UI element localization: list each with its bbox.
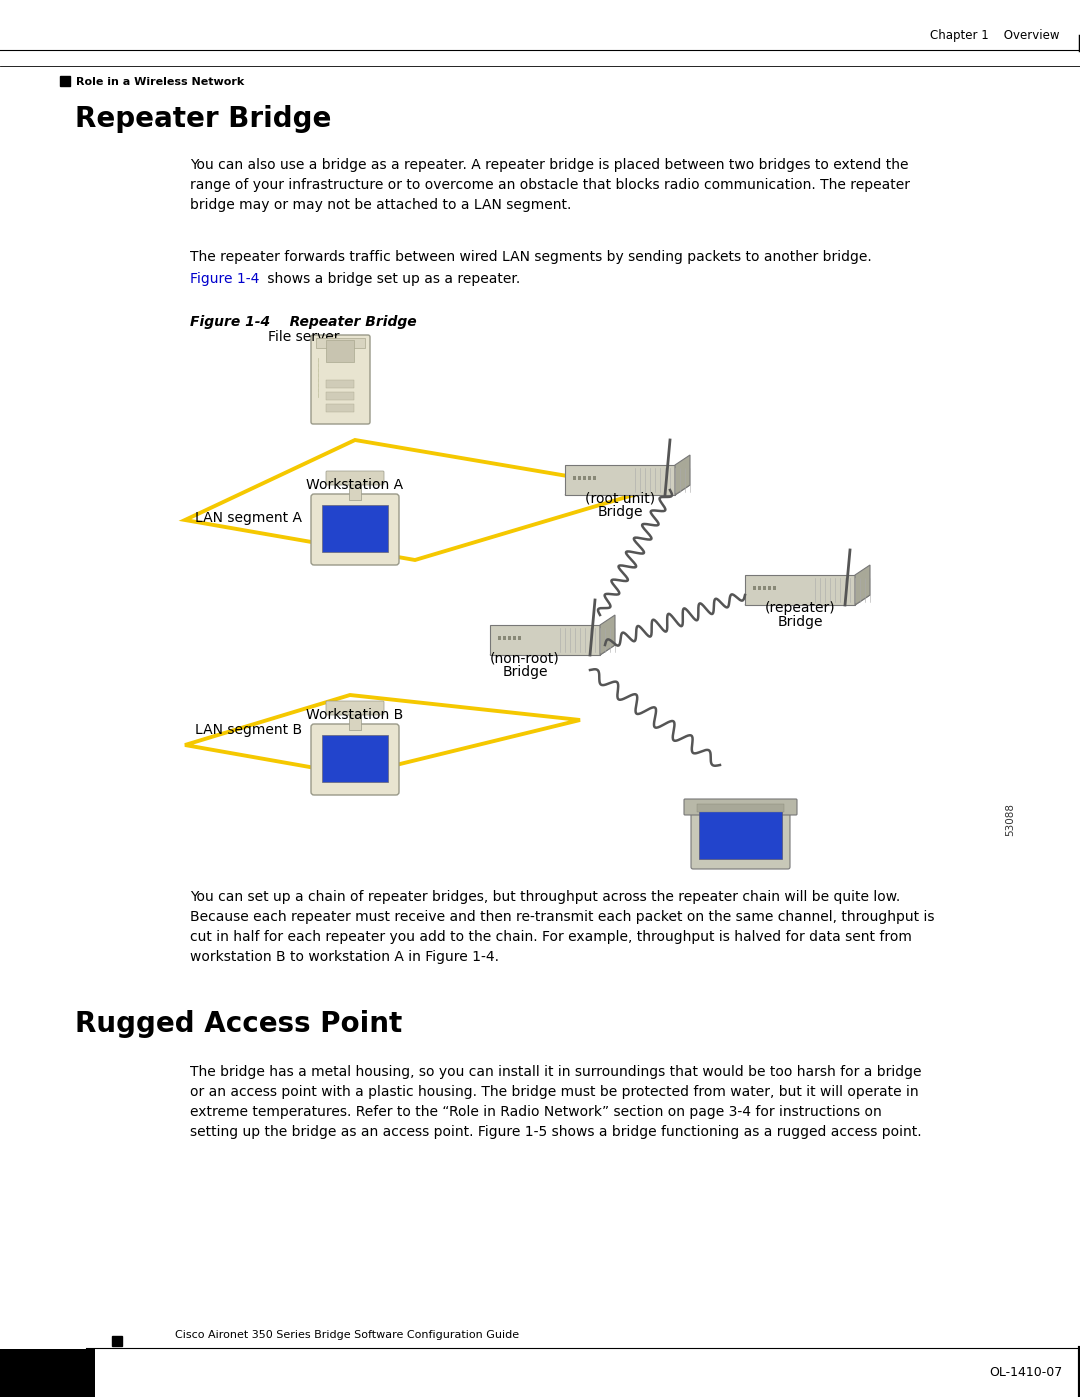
Bar — [349, 482, 361, 500]
Bar — [578, 476, 581, 481]
Text: Chapter 1    Overview: Chapter 1 Overview — [931, 29, 1059, 42]
Text: Repeater Bridge: Repeater Bridge — [75, 105, 332, 133]
Bar — [573, 476, 576, 481]
Text: You can set up a chain of repeater bridges, but throughput across the repeater c: You can set up a chain of repeater bridg… — [190, 890, 934, 964]
Bar — [518, 636, 521, 640]
Polygon shape — [600, 615, 615, 655]
Text: 1-10: 1-10 — [26, 1363, 68, 1382]
FancyBboxPatch shape — [684, 799, 797, 814]
FancyBboxPatch shape — [311, 495, 399, 564]
Bar — [699, 812, 782, 859]
Text: 53088: 53088 — [1005, 803, 1015, 837]
Bar — [768, 585, 771, 590]
Bar — [0, 1350, 95, 1397]
Bar — [762, 585, 766, 590]
Text: Rugged Access Point: Rugged Access Point — [75, 1010, 402, 1038]
Text: LAN segment B: LAN segment B — [195, 724, 302, 738]
Text: File server: File server — [269, 330, 340, 344]
Text: The repeater forwards traffic between wired LAN segments by sending packets to a: The repeater forwards traffic between wi… — [190, 250, 872, 264]
Polygon shape — [490, 624, 600, 655]
Bar — [588, 476, 591, 481]
Text: (repeater): (repeater) — [765, 601, 835, 615]
Text: (root unit): (root unit) — [585, 490, 656, 504]
Bar — [326, 404, 354, 412]
FancyBboxPatch shape — [326, 471, 384, 485]
Bar — [758, 585, 761, 590]
Text: Bridge: Bridge — [597, 504, 643, 520]
Text: Figure 1-4    Repeater Bridge: Figure 1-4 Repeater Bridge — [190, 314, 417, 330]
Text: Workstation A: Workstation A — [307, 478, 404, 492]
FancyBboxPatch shape — [311, 724, 399, 795]
FancyBboxPatch shape — [691, 803, 789, 869]
FancyBboxPatch shape — [326, 701, 384, 715]
Bar — [498, 636, 501, 640]
Bar — [316, 338, 365, 348]
Bar — [697, 805, 784, 812]
Bar — [326, 380, 354, 388]
Text: Role in a Wireless Network: Role in a Wireless Network — [76, 77, 244, 87]
Bar — [593, 476, 596, 481]
Text: LAN segment A: LAN segment A — [195, 511, 302, 525]
Bar — [503, 636, 507, 640]
FancyBboxPatch shape — [311, 335, 370, 425]
Polygon shape — [565, 465, 675, 495]
Text: shows a bridge set up as a repeater.: shows a bridge set up as a repeater. — [264, 272, 521, 286]
Bar — [60, 75, 70, 87]
Bar — [322, 735, 388, 782]
Bar — [583, 476, 586, 481]
Text: You can also use a bridge as a repeater. A repeater bridge is placed between two: You can also use a bridge as a repeater.… — [190, 158, 910, 212]
Bar — [753, 585, 756, 590]
Text: Bridge: Bridge — [502, 665, 548, 679]
Text: Figure 1-4: Figure 1-4 — [190, 272, 259, 286]
Text: (non-root): (non-root) — [490, 651, 559, 665]
Bar — [326, 393, 354, 400]
Text: Bridge: Bridge — [778, 615, 823, 629]
Bar — [349, 712, 361, 731]
Polygon shape — [855, 564, 870, 605]
Polygon shape — [490, 645, 615, 655]
Bar — [322, 504, 388, 552]
Text: OL-1410-07: OL-1410-07 — [989, 1365, 1062, 1379]
Bar — [326, 339, 354, 362]
Text: Cisco Aironet 350 Series Bridge Software Configuration Guide: Cisco Aironet 350 Series Bridge Software… — [175, 1330, 519, 1340]
Polygon shape — [745, 576, 855, 605]
Bar — [112, 1336, 122, 1345]
Polygon shape — [745, 595, 870, 605]
Text: Workstation B: Workstation B — [307, 708, 404, 722]
Bar — [513, 636, 516, 640]
Polygon shape — [565, 485, 690, 495]
Text: The bridge has a metal housing, so you can install it in surroundings that would: The bridge has a metal housing, so you c… — [190, 1065, 921, 1139]
Bar — [773, 585, 777, 590]
Bar — [508, 636, 511, 640]
Polygon shape — [675, 455, 690, 495]
